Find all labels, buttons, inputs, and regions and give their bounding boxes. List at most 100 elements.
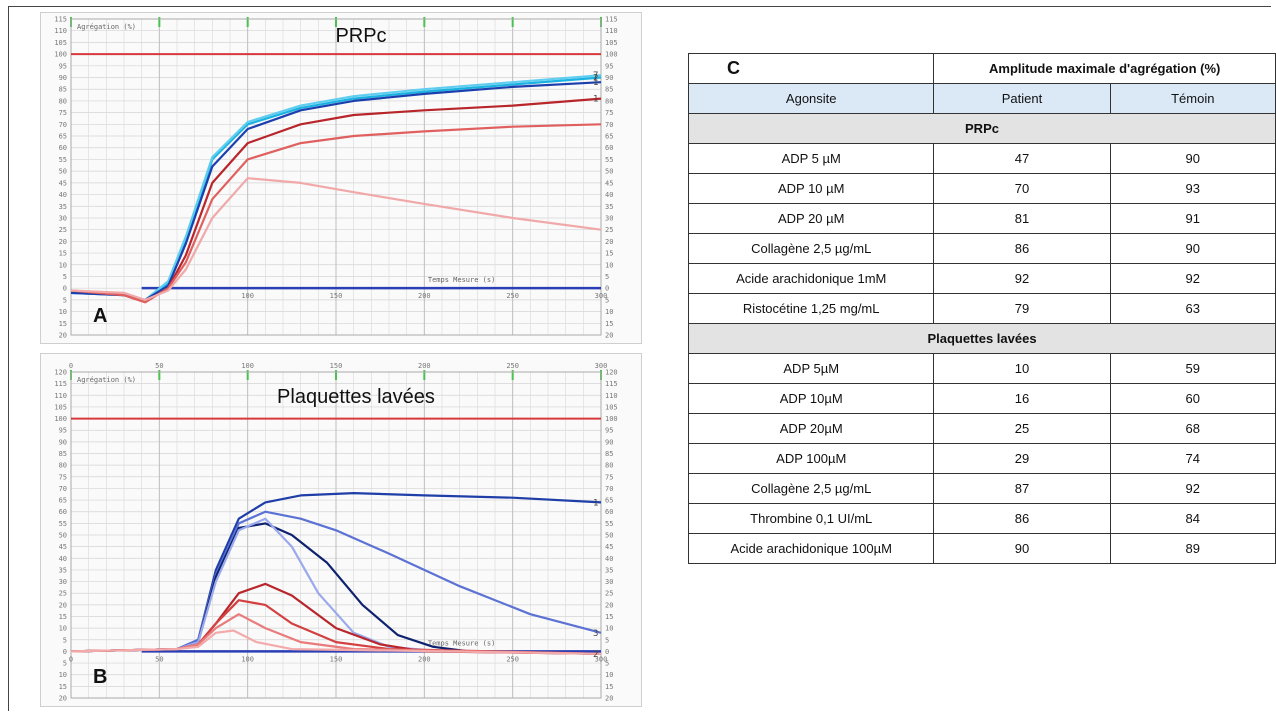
y-tick-label: 15 (59, 613, 67, 621)
y-tick-label: 20 (59, 238, 67, 246)
y-tick-label: 20 (59, 695, 67, 703)
y-tick-label-right: 0 (605, 648, 609, 656)
control-value-cell: 90 (1109, 233, 1276, 264)
y-tick-label-right: 5 (605, 273, 609, 281)
y-axis-label: Agrégation (%) (77, 23, 136, 31)
y-tick-label-right: 20 (605, 695, 613, 703)
patient-value-cell: 70 (933, 173, 1111, 204)
y-tick-label: 40 (59, 191, 67, 199)
y-tick-label: 55 (59, 520, 67, 528)
x-tick-label: 300 (595, 292, 608, 300)
y-tick-label-right: 80 (605, 462, 613, 470)
table-row: ADP 20µM 25 68 (687, 413, 1276, 444)
y-tick-label-right: 115 (605, 380, 618, 388)
y-tick-label-right: 110 (605, 27, 618, 35)
y-tick-label-right: 45 (605, 179, 613, 187)
y-tick-label-right: 70 (605, 485, 613, 493)
y-tick-label: 15 (59, 683, 67, 691)
table-row: ADP 10µM 16 60 (687, 383, 1276, 414)
aggregation-table: C Amplitude maximale d'agrégation (%) Ag… (687, 53, 1276, 564)
x-tick-label-top: 0 (69, 362, 73, 370)
series-end-label: 2 (593, 74, 598, 84)
y-tick-label-right: 40 (605, 191, 613, 199)
x-tick-label: 150 (330, 655, 343, 663)
y-tick-label-right: 65 (605, 497, 613, 505)
y-tick-label: 45 (59, 179, 67, 187)
patient-value-cell: 47 (933, 143, 1111, 174)
y-tick-label: 35 (59, 566, 67, 574)
control-value-cell: 91 (1109, 203, 1276, 234)
y-tick-label: 10 (59, 308, 67, 316)
y-tick-label: 55 (59, 156, 67, 164)
y-tick-label: 20 (59, 332, 67, 340)
series-end-label: 2 (593, 650, 598, 660)
plot-border (70, 371, 602, 699)
x-tick-label: 300 (595, 655, 608, 663)
y-tick-label-right: 115 (605, 16, 618, 24)
y-tick-label: 110 (54, 392, 67, 400)
control-value-cell: 60 (1109, 383, 1276, 414)
agonist-cell: Acide arachidonique 1mM (687, 263, 935, 294)
x-tick-label: 200 (418, 655, 431, 663)
y-tick-label: 50 (59, 532, 67, 540)
y-tick-label: 70 (59, 485, 67, 493)
y-tick-label: 5 (63, 296, 67, 304)
y-tick-label-right: 100 (605, 415, 618, 423)
y-tick-label: 40 (59, 555, 67, 563)
y-tick-label-right: 35 (605, 566, 613, 574)
control-value-cell: 89 (1109, 533, 1276, 564)
y-tick-label-right: 85 (605, 86, 613, 94)
panel-b-label: B (93, 666, 108, 688)
aggregation-chart-washed-platelets: 120 120 115 115 110 110 105 105 100 100 95 95 90 90 85… (40, 353, 642, 707)
panel-a-label: A (93, 305, 108, 327)
patient-value-cell: 25 (933, 413, 1111, 444)
agonist-cell: ADP 5 µM (687, 143, 935, 174)
x-tick-label: 100 (241, 655, 254, 663)
table-row: Acide arachidonique 100µM 90 89 (687, 533, 1276, 564)
y-tick-label: 25 (59, 226, 67, 234)
x-tick-label-top: 200 (418, 362, 431, 370)
x-tick-label: 50 (155, 655, 163, 663)
control-value-cell: 68 (1109, 413, 1276, 444)
y-tick-label: 10 (59, 625, 67, 633)
y-tick-label-right: 110 (605, 392, 618, 400)
patient-value-cell: 87 (933, 473, 1111, 504)
y-tick-label-right: 5 (605, 660, 609, 668)
series-line-2 (70, 510, 602, 653)
x-tick-label-top: 50 (155, 362, 163, 370)
y-tick-label: 60 (59, 144, 67, 152)
y-tick-label: 80 (59, 97, 67, 105)
y-tick-label-right: 15 (605, 683, 613, 691)
patient-value-cell: 10 (933, 353, 1111, 384)
series-end-label: 1 (593, 95, 598, 105)
y-tick-label-right: 15 (605, 250, 613, 258)
x-tick-label: 250 (506, 655, 519, 663)
x-axis-label: Temps Mesure (s) (428, 639, 495, 647)
y-tick-label: 5 (63, 660, 67, 668)
y-tick-label: 80 (59, 462, 67, 470)
plot-border (70, 18, 602, 336)
agonist-cell: Collagène 2,5 µg/mL (687, 233, 935, 264)
y-tick-label: 0 (63, 285, 67, 293)
y-tick-label-right: 120 (605, 369, 618, 377)
y-tick-label-right: 30 (605, 578, 613, 586)
y-tick-label-right: 10 (605, 671, 613, 679)
y-tick-label: 115 (54, 16, 67, 24)
y-tick-label-right: 25 (605, 590, 613, 598)
y-tick-label: 30 (59, 578, 67, 586)
y-tick-label-right: 105 (605, 39, 618, 47)
patient-value-cell: 90 (933, 533, 1111, 564)
patient-value-cell: 79 (933, 293, 1111, 324)
y-tick-label-right: 15 (605, 320, 613, 328)
agonist-cell: ADP 20µM (687, 413, 935, 444)
y-tick-label: 90 (59, 438, 67, 446)
y-tick-label: 75 (59, 473, 67, 481)
y-tick-label: 110 (54, 27, 67, 35)
y-tick-label: 100 (54, 51, 67, 59)
y-tick-label-right: 70 (605, 121, 613, 129)
y-tick-label-right: 60 (605, 144, 613, 152)
chart-a-title: PRPc (335, 25, 387, 47)
x-tick-label-top: 150 (330, 362, 343, 370)
y-tick-label-right: 95 (605, 62, 613, 70)
